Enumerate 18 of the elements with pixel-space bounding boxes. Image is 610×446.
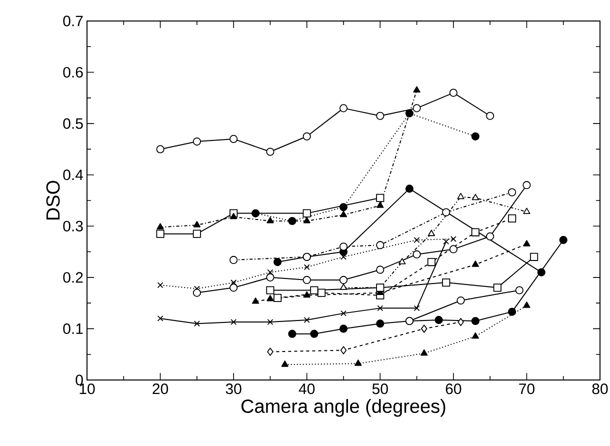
- y-tick-label: 0.2: [63, 272, 83, 283]
- x-tick-label: 40: [298, 384, 315, 394]
- x-tick-label: 20: [152, 384, 168, 394]
- y-tick-label: 0.1: [63, 323, 83, 334]
- y-tick-label: 0.5: [63, 118, 83, 129]
- y-tick-label: 0.3: [63, 220, 83, 232]
- x-tick-label: 50: [372, 384, 388, 394]
- y-axis-title: DSO: [46, 180, 60, 220]
- y-tick-label: 0.4: [63, 170, 84, 180]
- y-tick-label: 0.6: [63, 66, 83, 78]
- x-tick-label: 70: [519, 384, 534, 394]
- x-tick-label: 30: [226, 384, 242, 394]
- x-tick-label: 60: [446, 384, 462, 394]
- y-tick-label: 0: [76, 374, 83, 386]
- x-axis-title: Camera angle (degrees): [241, 399, 446, 417]
- y-tick-label: 0.7: [63, 16, 83, 26]
- x-tick-label: 80: [592, 384, 608, 394]
- x-tick-label: 10: [80, 384, 95, 394]
